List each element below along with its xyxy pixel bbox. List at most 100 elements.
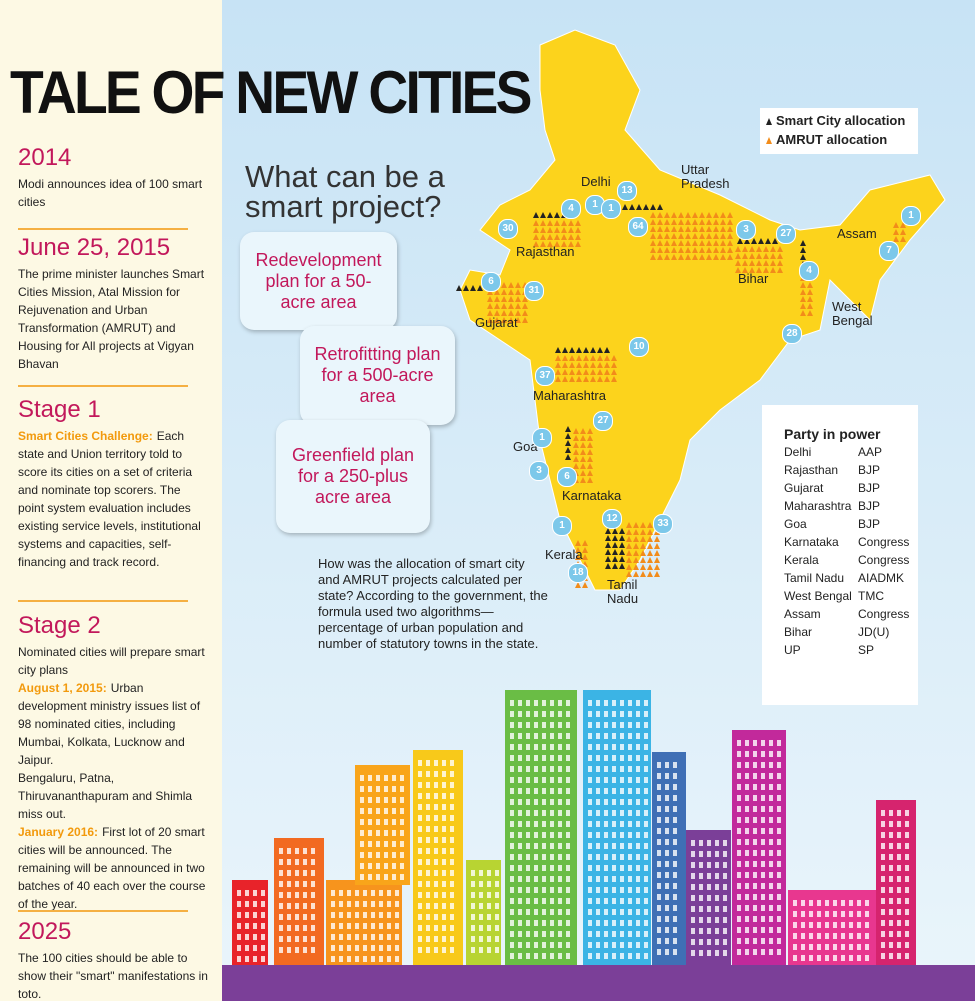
window [628, 832, 632, 838]
window [691, 928, 695, 934]
window [588, 766, 592, 772]
window [534, 711, 538, 717]
allocation-triangle [547, 227, 553, 233]
window [442, 760, 446, 766]
window [363, 923, 367, 929]
window [395, 956, 399, 962]
window [363, 912, 367, 918]
window [665, 784, 669, 790]
allocation-triangle [640, 522, 646, 528]
window [566, 755, 570, 761]
allocation-triangle [580, 477, 586, 483]
window [715, 906, 719, 912]
window [371, 934, 375, 940]
window [699, 928, 703, 934]
allocation-triangle [756, 260, 762, 266]
window [550, 755, 554, 761]
timeline-text: Nominated cities will prepare smart city… [18, 643, 208, 913]
window [753, 795, 757, 801]
window [279, 870, 283, 876]
allocation-triangle [508, 310, 514, 316]
allocation-triangle [727, 212, 733, 218]
window [426, 826, 430, 832]
window [418, 771, 422, 777]
window [723, 851, 727, 857]
window [331, 890, 335, 896]
allocation-triangle [470, 285, 476, 291]
allocation-triangle [573, 442, 579, 448]
window [644, 843, 648, 849]
allocation-triangle [720, 247, 726, 253]
window [400, 863, 404, 869]
window [450, 936, 454, 942]
window [534, 931, 538, 937]
paragraph: Smart Cities Challenge: Each state and Un… [18, 427, 208, 571]
paragraph-lead: August 1, 2015: [18, 681, 107, 695]
window [426, 936, 430, 942]
window [526, 942, 530, 948]
window [761, 883, 765, 889]
allocation-triangle [671, 212, 677, 218]
window [612, 876, 616, 882]
window [801, 944, 805, 950]
window [510, 777, 514, 783]
window [881, 898, 885, 904]
window [518, 865, 522, 871]
window [628, 865, 632, 871]
window [471, 936, 475, 942]
window [833, 911, 837, 917]
window [628, 777, 632, 783]
allocation-triangle [611, 355, 617, 361]
window [588, 755, 592, 761]
window [566, 953, 570, 959]
allocation-triangle [640, 543, 646, 549]
allocation-triangle [756, 267, 762, 273]
window [596, 788, 600, 794]
window [558, 898, 562, 904]
allocation-triangle [568, 234, 574, 240]
timeline-heading: June 25, 2015 [18, 234, 171, 261]
window [657, 861, 661, 867]
window [526, 821, 530, 827]
window [889, 821, 893, 827]
window [542, 887, 546, 893]
allocation-triangle [735, 260, 741, 266]
window [471, 947, 475, 953]
window [905, 865, 909, 871]
window [339, 923, 343, 929]
window [777, 784, 781, 790]
window [295, 925, 299, 931]
window [620, 810, 624, 816]
window [769, 916, 773, 922]
table-cell: UP [784, 643, 801, 657]
window [644, 755, 648, 761]
window [841, 911, 845, 917]
window [400, 819, 404, 825]
window [566, 711, 570, 717]
window [905, 909, 909, 915]
window [745, 927, 749, 933]
timeline-text: The prime minister launches Smart Cities… [18, 265, 208, 373]
window [534, 777, 538, 783]
window [612, 854, 616, 860]
window [769, 773, 773, 779]
map-label: Karnataka [562, 488, 622, 503]
window [526, 876, 530, 882]
window [526, 865, 530, 871]
window [897, 876, 901, 882]
allocation-triangle [580, 463, 586, 469]
allocation-triangle [647, 557, 653, 563]
window [737, 872, 741, 878]
window [604, 843, 608, 849]
window [311, 848, 315, 854]
window [368, 830, 372, 836]
allocation-triangle [678, 254, 684, 260]
window [657, 839, 661, 845]
allocation-triangle [583, 347, 589, 353]
allocation-triangle [515, 317, 521, 323]
window [400, 775, 404, 781]
allocation-triangle [554, 212, 560, 218]
allocation-triangle [664, 240, 670, 246]
window [566, 832, 570, 838]
allocation-triangle [580, 470, 586, 476]
